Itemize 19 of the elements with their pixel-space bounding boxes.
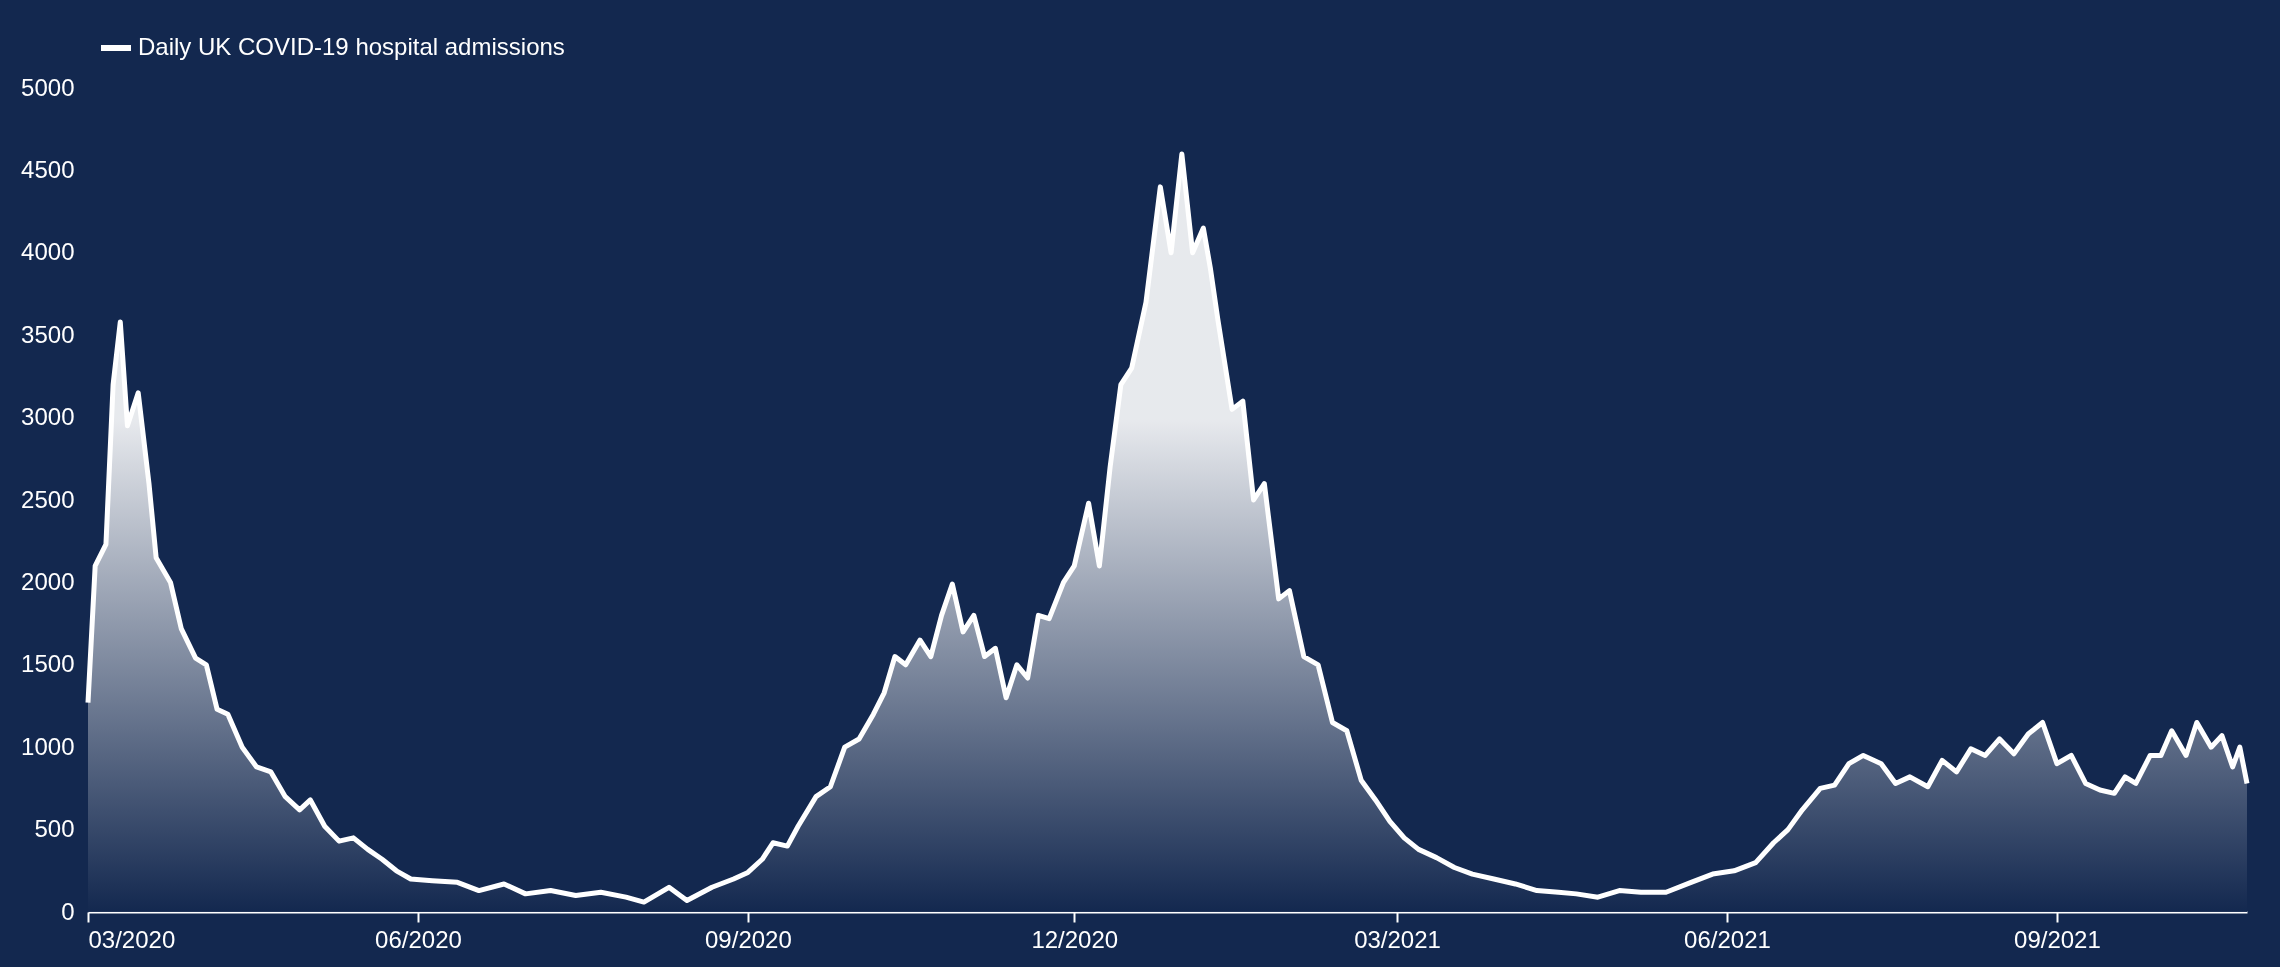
y-tick-label: 2000 [21,567,75,595]
y-tick-label: 500 [34,815,75,843]
x-tick-label: 06/2021 [1684,925,1771,953]
legend-label: Daily UK COVID-19 hospital admissions [138,33,565,60]
y-tick-label: 2500 [21,485,75,513]
x-tick-label: 09/2021 [2014,925,2101,953]
y-tick-label: 4000 [21,238,75,266]
y-tick-label: 3500 [21,320,75,348]
x-tick-label: 03/2020 [88,925,176,953]
y-tick-label: 4500 [21,155,75,183]
y-tick-label: 1500 [21,650,75,678]
x-tick-label: 12/2020 [1031,925,1119,953]
y-tick-label: 3000 [21,403,75,431]
y-tick-label: 5000 [21,73,75,101]
x-tick-label: 09/2020 [705,925,792,953]
x-tick-label: 03/2021 [1354,925,1441,953]
y-tick-label: 1000 [21,732,75,760]
y-tick-label: 0 [61,897,75,925]
x-tick-label: 06/2020 [375,925,462,953]
